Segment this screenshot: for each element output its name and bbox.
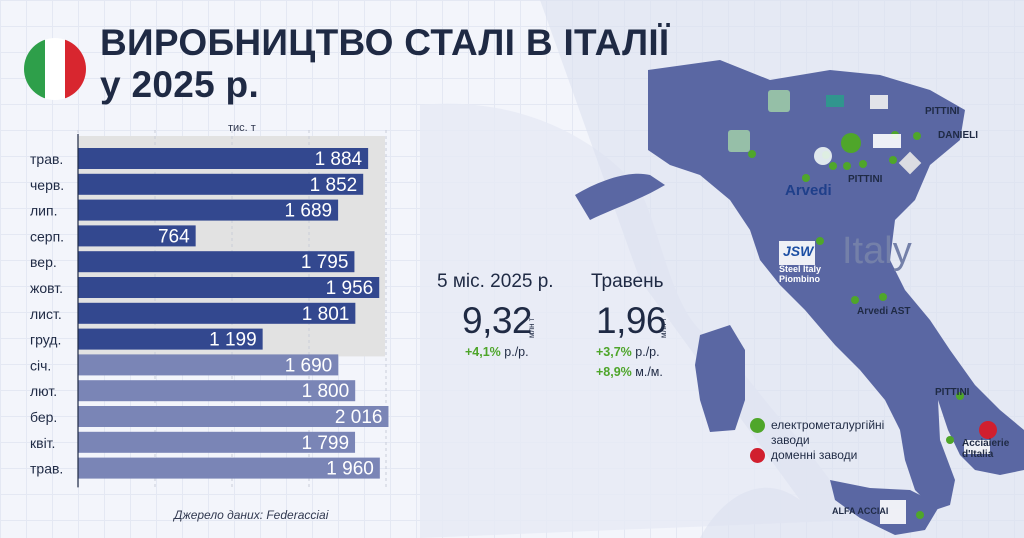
bar xyxy=(78,354,339,376)
bar-value-label: 2 016 xyxy=(335,407,383,428)
bar xyxy=(78,199,339,221)
chart-unit-label: тис. т xyxy=(228,122,256,134)
company-danieli: DANIELI xyxy=(938,130,978,141)
flag-red-stripe xyxy=(65,38,86,100)
bar-value-label: 1 690 xyxy=(285,355,333,376)
month-value: 1,96 xyxy=(596,300,667,341)
bar xyxy=(78,406,389,427)
category-label: бер. xyxy=(30,409,57,425)
legend-electric-label: електрометалургійні заводи xyxy=(771,418,885,447)
legend-blast-furnace-plants: доменні заводи xyxy=(750,448,916,463)
bar xyxy=(78,277,380,298)
month-change-yoy: +3,7% р./р. xyxy=(596,345,660,359)
category-label: жовт. xyxy=(30,280,63,296)
category-label: лют. xyxy=(30,383,57,399)
month-change-mom-pct: +8,9% xyxy=(596,365,632,379)
legend-red-dot-icon xyxy=(750,448,765,463)
category-label: серп. xyxy=(30,228,64,244)
company-pittini-north: PITTINI xyxy=(925,106,960,117)
title-line-1: ВИРОБНИЦТВО СТАЛІ В ІТАЛІЇ xyxy=(100,22,670,63)
category-label: квіт. xyxy=(30,435,55,451)
bar xyxy=(78,251,355,273)
ytd-change-label: р./р. xyxy=(500,345,529,359)
ytd-unit: млн т xyxy=(527,317,536,338)
company-arvedi-ast: Arvedi AST xyxy=(857,306,911,317)
month-unit: млн т xyxy=(659,317,668,338)
category-label: черв. xyxy=(30,177,64,193)
category-label: січ. xyxy=(30,357,51,373)
ytd-change-yoy: +4,1% р./р. xyxy=(465,345,529,359)
month-change-mom-label: м./м. xyxy=(631,365,663,379)
bar xyxy=(78,431,356,453)
company-arvedi: Arvedi xyxy=(785,182,832,199)
flag-white-stripe xyxy=(44,38,66,100)
legend-blast-furnace-label: доменні заводи xyxy=(771,448,858,462)
bar-value-label: 1 795 xyxy=(301,252,349,273)
month-change-mom: +8,9% м./м. xyxy=(596,365,663,379)
category-label: трав. xyxy=(30,151,63,167)
bar-value-label: 1 689 xyxy=(285,201,333,222)
company-jsw-logo: JSW xyxy=(783,243,814,259)
bar xyxy=(78,380,356,402)
bar-value-label: 1 801 xyxy=(302,304,350,325)
bar xyxy=(78,302,356,324)
legend-green-dot-icon xyxy=(750,418,765,433)
category-label: лист. xyxy=(30,306,62,322)
category-label: груд. xyxy=(30,332,61,348)
company-alfa-acciai: ALFA ACCIAI xyxy=(832,506,889,516)
country-label: Italy xyxy=(842,230,912,272)
bar xyxy=(78,173,364,195)
bar-value-label: 1 199 xyxy=(209,330,257,351)
company-pittini-center: PITTINI xyxy=(848,174,883,185)
legend-electric-plants: електрометалургійні заводи xyxy=(750,418,916,448)
company-pittini-south: PITTINI xyxy=(935,387,970,398)
italy-flag-icon xyxy=(24,38,86,100)
category-label: лип. xyxy=(30,203,57,219)
bar-value-label: 1 800 xyxy=(302,381,350,402)
plant-logo-marks xyxy=(728,90,990,524)
month-change-yoy-pct: +3,7% xyxy=(596,345,632,359)
month-title: Травень xyxy=(591,271,664,292)
category-label: трав. xyxy=(30,461,63,477)
company-steel-italy-piombino: Steel Italy Piombino xyxy=(779,264,822,284)
month-change-yoy-label: р./р. xyxy=(631,345,660,359)
ytd-value: 9,32 xyxy=(462,300,533,341)
flag-green-stripe xyxy=(24,38,45,100)
bar xyxy=(78,148,369,169)
chart-bars: трав. 1 884 черв. 1 852 лип. 1 689 серп. 764 вер… xyxy=(30,134,389,488)
category-label: вер. xyxy=(30,254,57,270)
bar xyxy=(78,328,263,350)
bar-value-label: 764 xyxy=(158,226,190,247)
bar-value-label: 1 852 xyxy=(310,175,358,196)
page-title: ВИРОБНИЦТВО СТАЛІ В ІТАЛІЇ у 2025 р. xyxy=(100,22,669,106)
bar-value-label: 1 960 xyxy=(326,459,374,480)
title-line-2: у 2025 р. xyxy=(100,64,260,105)
data-source: Джерело даних: Federacciai xyxy=(174,508,329,522)
company-acciaierie-ditalia: Acciaierie d'Italia xyxy=(962,438,1010,460)
ytd-change-pct: +4,1% xyxy=(465,345,501,359)
bar-value-label: 1 884 xyxy=(315,149,363,170)
italy-mainland xyxy=(648,60,1024,510)
bar-value-label: 1 799 xyxy=(301,433,349,454)
bar-chart: трав. 1 884 черв. 1 852 лип. 1 689 серп. 764 вер… xyxy=(30,130,389,488)
ytd-title: 5 міс. 2025 р. xyxy=(437,271,554,292)
sardinia xyxy=(695,325,745,432)
bar xyxy=(78,225,196,247)
bar-value-label: 1 956 xyxy=(326,278,374,299)
bar xyxy=(78,457,380,479)
